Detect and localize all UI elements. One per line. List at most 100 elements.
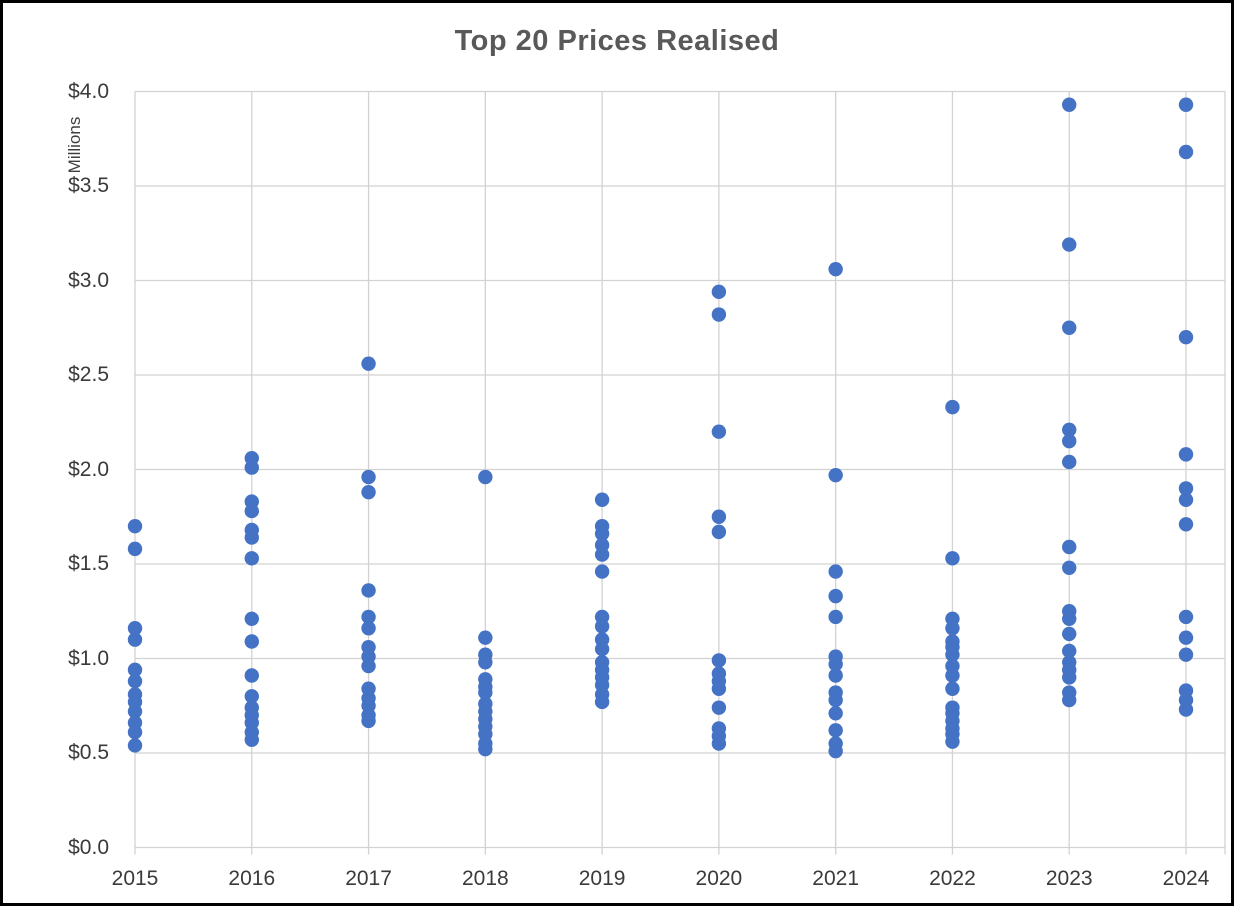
data-point — [828, 723, 843, 738]
data-point — [1062, 692, 1077, 708]
data-point — [594, 492, 610, 507]
data-point — [711, 424, 727, 439]
data-point — [594, 564, 610, 579]
data-point — [1062, 560, 1077, 575]
data-point — [945, 734, 960, 749]
data-point — [244, 668, 259, 683]
data-point — [945, 621, 960, 636]
data-point — [1178, 144, 1194, 160]
data-point — [1178, 481, 1194, 496]
data-point — [244, 611, 259, 627]
data-point — [127, 519, 143, 534]
data-point — [828, 588, 843, 604]
data-point — [1062, 320, 1077, 335]
x-axis-tick-label: 2024 — [1162, 867, 1210, 890]
data-point — [711, 524, 727, 540]
data-point — [1178, 492, 1194, 507]
y-axis-tick-label: $0.5 — [68, 741, 109, 764]
data-point — [127, 673, 143, 689]
data-point — [478, 469, 493, 485]
data-point — [711, 681, 727, 696]
data-point — [1062, 433, 1077, 449]
data-point — [1178, 97, 1194, 112]
data-point — [1062, 539, 1077, 555]
data-point — [828, 656, 843, 672]
data-point — [361, 658, 376, 674]
data-point — [1062, 422, 1077, 438]
data-point — [1062, 643, 1077, 659]
data-point — [945, 647, 960, 662]
data-point — [127, 662, 143, 678]
x-axis-tick-label: 2018 — [461, 867, 509, 890]
data-point — [945, 399, 960, 415]
y-axis-tick-label: $3.0 — [68, 268, 109, 292]
data-point — [1178, 517, 1194, 532]
data-point — [1062, 626, 1077, 642]
x-axis-tick-label: 2023 — [1045, 867, 1093, 890]
y-axis-tick-label: $1.0 — [68, 646, 109, 670]
data-point — [711, 284, 727, 300]
data-point — [828, 467, 843, 483]
data-point — [594, 619, 610, 634]
data-point — [828, 668, 843, 683]
data-point — [1062, 97, 1077, 112]
data-point — [1178, 609, 1194, 625]
chart-plot-area — [127, 90, 1226, 855]
chart-title: Top 20 Prices Realised — [454, 25, 780, 57]
data-point — [594, 547, 610, 562]
data-point — [945, 551, 960, 566]
data-point — [1178, 647, 1194, 662]
data-point — [478, 742, 493, 757]
data-point — [594, 694, 610, 710]
data-point — [127, 738, 143, 753]
y-axis-tick-label: $4.0 — [68, 79, 109, 103]
data-point — [244, 551, 259, 566]
data-point — [711, 307, 727, 322]
data-point — [361, 609, 376, 625]
x-axis-tick-label: 2015 — [111, 867, 159, 890]
data-point — [361, 469, 376, 485]
x-axis-tick-label: 2020 — [695, 867, 743, 890]
y-axis-tick-label: $3.5 — [68, 174, 109, 197]
x-axis-tick-label: 2016 — [228, 867, 276, 890]
data-point — [244, 689, 259, 704]
data-point — [828, 692, 843, 708]
data-point — [244, 732, 259, 747]
data-point — [361, 356, 376, 371]
data-point — [945, 681, 960, 696]
x-axis-tick-label: 2019 — [578, 867, 626, 890]
data-point — [828, 609, 843, 625]
x-axis-tick-label: 2022 — [929, 867, 976, 890]
y-axis-tick-label: $2.0 — [68, 457, 109, 481]
data-point — [361, 713, 376, 729]
data-point — [711, 653, 727, 668]
data-point — [478, 685, 493, 700]
data-point — [244, 503, 259, 519]
data-point — [127, 704, 143, 719]
data-point — [1062, 611, 1077, 627]
y-axis-tick-label: $0.0 — [68, 835, 109, 859]
data-point — [1062, 670, 1077, 685]
data-point — [594, 641, 610, 657]
data-point — [361, 621, 376, 636]
data-point — [244, 634, 259, 649]
data-point — [594, 526, 610, 541]
data-point — [244, 530, 259, 545]
data-point — [361, 583, 376, 598]
y-axis-tick-label: $1.5 — [68, 552, 109, 575]
data-point — [711, 700, 727, 715]
data-point — [945, 668, 960, 683]
data-point — [127, 541, 143, 557]
data-point — [711, 736, 727, 751]
y-axis-tick-label: $2.5 — [68, 363, 109, 386]
data-point — [1062, 454, 1077, 470]
data-point — [127, 621, 143, 636]
data-point — [828, 706, 843, 721]
data-point — [1178, 630, 1194, 645]
data-point — [127, 632, 143, 647]
data-point — [478, 655, 493, 670]
data-point — [127, 725, 143, 740]
data-point — [828, 743, 843, 759]
data-point — [1178, 330, 1194, 345]
